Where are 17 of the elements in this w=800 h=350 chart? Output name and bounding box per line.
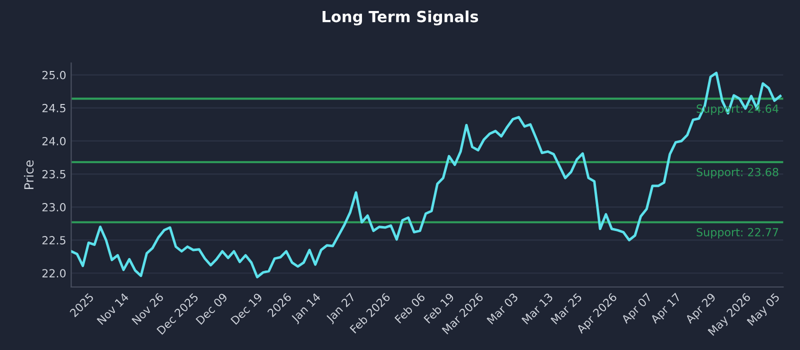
y-axis-title: Price (24, 160, 34, 190)
x-tick-label: Jan 14 (290, 292, 322, 324)
ref-line-label: Support: 23.68 (696, 168, 778, 178)
y-tick-label: 24.0 (42, 136, 66, 146)
chart-title: Long Term Signals (322, 10, 478, 26)
y-tick-label: 22.0 (42, 269, 66, 278)
y-tick-label: 25.0 (42, 70, 66, 80)
x-tick-label: Dec 19 (230, 292, 263, 325)
y-tick-label: 22.5 (42, 236, 66, 244)
y-tick-label: 23.0 (42, 203, 66, 212)
x-tick-label: Apr 17 (650, 292, 683, 326)
y-tick-label: 24.5 (42, 104, 66, 112)
x-tick-label: Mar 03 (486, 292, 518, 324)
y-tick-label: 23.5 (42, 170, 66, 178)
ref-line-label: Support: 22.77 (696, 228, 778, 239)
x-tick-label: Jan 27 (325, 292, 358, 324)
line-series (71, 72, 782, 278)
